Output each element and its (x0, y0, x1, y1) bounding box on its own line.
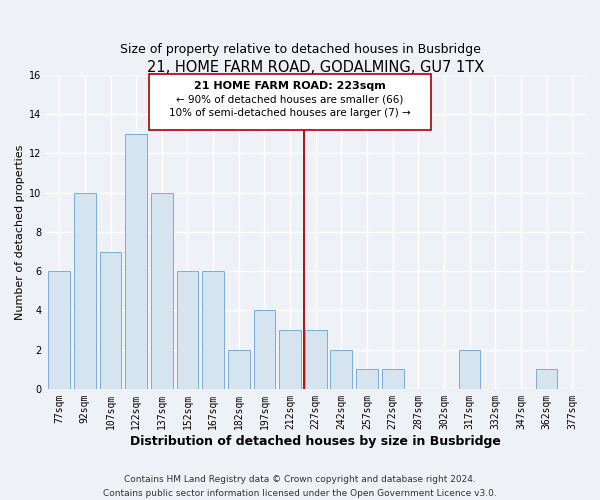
Bar (176, 271, 199, 389)
FancyBboxPatch shape (149, 74, 431, 130)
Bar (458, 350, 481, 389)
Bar (228, 350, 250, 389)
Bar (254, 310, 275, 389)
Bar (202, 271, 224, 389)
Bar (125, 134, 147, 389)
Bar (356, 369, 378, 389)
Text: ← 90% of detached houses are smaller (66): ← 90% of detached houses are smaller (66… (176, 94, 404, 104)
Bar (49, 271, 70, 389)
Bar (74, 192, 96, 389)
Title: 21, HOME FARM ROAD, GODALMING, GU7 1TX: 21, HOME FARM ROAD, GODALMING, GU7 1TX (147, 60, 484, 75)
X-axis label: Distribution of detached houses by size in Busbridge: Distribution of detached houses by size … (130, 434, 501, 448)
Text: 21 HOME FARM ROAD: 223sqm: 21 HOME FARM ROAD: 223sqm (194, 81, 386, 91)
Text: 10% of semi-detached houses are larger (7) →: 10% of semi-detached houses are larger (… (169, 108, 411, 118)
Bar (382, 369, 404, 389)
Bar (151, 192, 173, 389)
Y-axis label: Number of detached properties: Number of detached properties (15, 144, 25, 320)
Bar (100, 252, 121, 389)
Bar (536, 369, 557, 389)
Text: Contains HM Land Registry data © Crown copyright and database right 2024.
Contai: Contains HM Land Registry data © Crown c… (103, 476, 497, 498)
Bar (331, 350, 352, 389)
Text: Size of property relative to detached houses in Busbridge: Size of property relative to detached ho… (119, 42, 481, 56)
Bar (305, 330, 326, 389)
Bar (279, 330, 301, 389)
